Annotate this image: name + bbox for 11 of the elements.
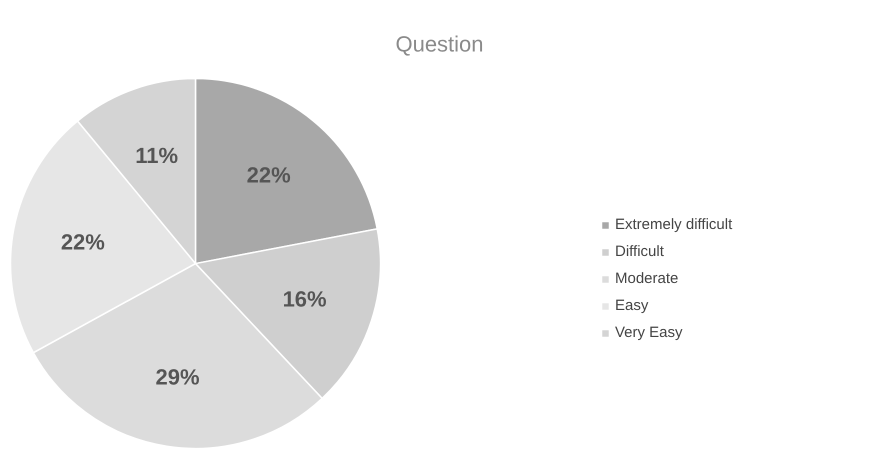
data-label: 22% [246,162,291,188]
data-label: 11% [135,143,178,168]
legend-label: Very Easy [615,324,683,341]
data-label: 22% [60,230,105,255]
legend-label: Difficult [615,243,664,260]
data-label: 16% [282,286,327,312]
chart-title: Question [395,32,484,56]
legend-label: Moderate [615,270,678,287]
legend-label: Extremely difficult [615,216,732,233]
legend-label: Easy [615,297,648,314]
data-label: 29% [156,364,200,390]
